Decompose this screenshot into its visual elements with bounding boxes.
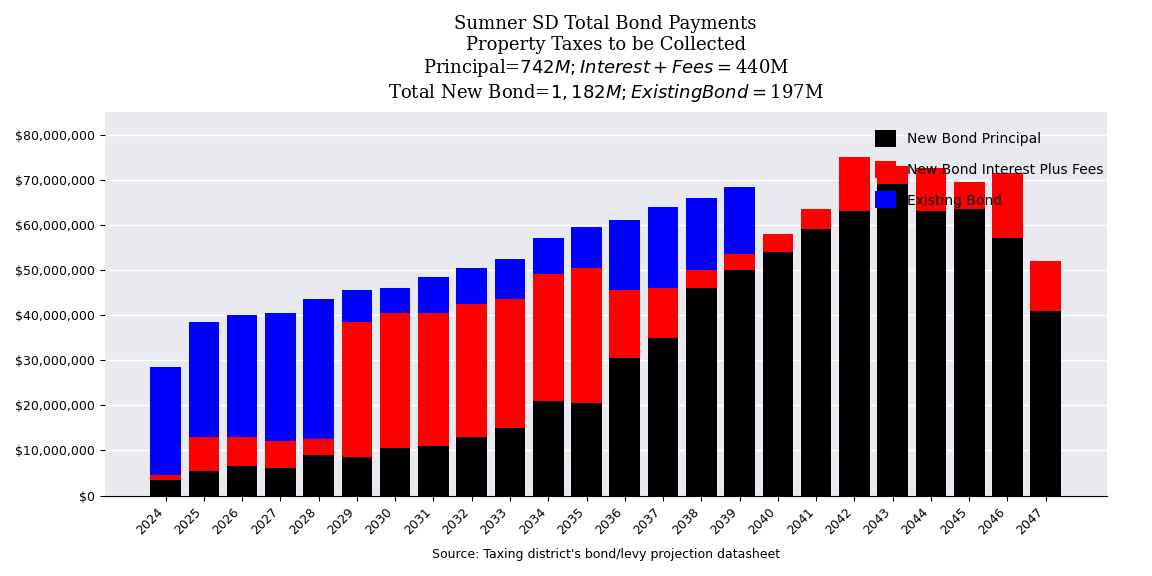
Bar: [494, 428, 525, 495]
Legend: New Bond Principal, New Bond Interest Plus Fees, Existing Bond: New Bond Principal, New Bond Interest Pl…: [869, 123, 1111, 215]
Bar: [839, 157, 870, 211]
Bar: [533, 401, 563, 495]
Bar: [150, 475, 181, 480]
Bar: [418, 446, 449, 495]
Bar: [418, 276, 449, 313]
Title: Sumner SD Total Bond Payments
Property Taxes to be Collected
Principal=$742M; In: Sumner SD Total Bond Payments Property T…: [388, 15, 824, 104]
Bar: [571, 403, 601, 495]
Bar: [150, 367, 181, 475]
Bar: [725, 270, 755, 495]
Bar: [954, 209, 985, 495]
Bar: [685, 198, 717, 270]
Bar: [992, 238, 1023, 495]
Bar: [189, 471, 219, 495]
Bar: [456, 304, 487, 437]
Bar: [763, 234, 794, 252]
Bar: [801, 229, 832, 495]
Bar: [878, 184, 908, 495]
Bar: [150, 480, 181, 495]
Bar: [647, 207, 679, 288]
Bar: [647, 288, 679, 338]
Bar: [265, 313, 296, 441]
Bar: [380, 313, 410, 448]
Bar: [303, 439, 334, 455]
Bar: [189, 437, 219, 471]
Bar: [418, 313, 449, 446]
Bar: [533, 238, 563, 275]
Bar: [916, 211, 946, 495]
Bar: [916, 168, 946, 211]
Bar: [571, 227, 601, 268]
Bar: [1030, 310, 1061, 495]
Bar: [189, 322, 219, 437]
Bar: [265, 468, 296, 495]
Bar: [801, 209, 832, 229]
Bar: [839, 211, 870, 495]
Bar: [954, 182, 985, 209]
Bar: [609, 358, 641, 495]
Bar: [303, 455, 334, 495]
Bar: [380, 448, 410, 495]
Bar: [725, 254, 755, 270]
Bar: [456, 437, 487, 495]
Bar: [878, 166, 908, 184]
Bar: [456, 268, 487, 304]
Bar: [571, 268, 601, 403]
Bar: [725, 187, 755, 254]
Bar: [265, 441, 296, 468]
Bar: [992, 173, 1023, 238]
Bar: [227, 466, 257, 495]
Bar: [380, 288, 410, 313]
Bar: [1030, 261, 1061, 310]
Bar: [533, 275, 563, 401]
Bar: [227, 315, 257, 437]
Bar: [494, 300, 525, 428]
Bar: [494, 259, 525, 300]
X-axis label: Source: Taxing district's bond/levy projection datasheet: Source: Taxing district's bond/levy proj…: [432, 548, 780, 561]
Bar: [609, 221, 641, 290]
Bar: [303, 300, 334, 439]
Bar: [609, 290, 641, 358]
Bar: [647, 338, 679, 495]
Bar: [227, 437, 257, 466]
Bar: [763, 252, 794, 495]
Bar: [342, 290, 372, 322]
Bar: [342, 457, 372, 495]
Bar: [685, 270, 717, 288]
Bar: [342, 322, 372, 457]
Bar: [685, 288, 717, 495]
